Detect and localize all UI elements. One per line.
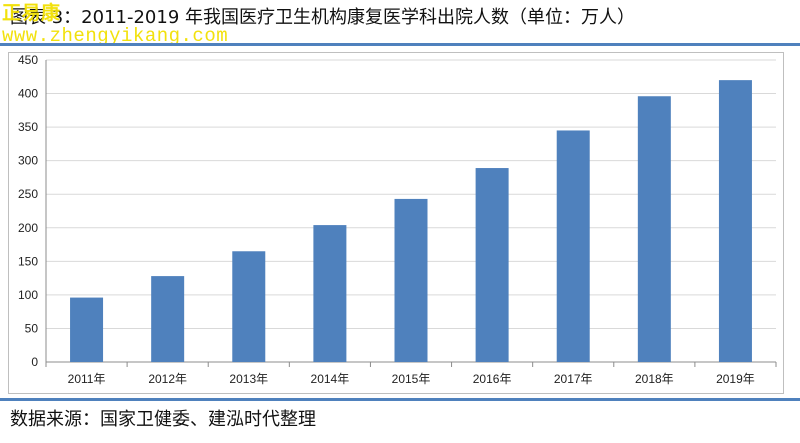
chart-frame [8,52,784,394]
bar-2014年 [313,225,347,362]
x-tick-label: 2019年 [716,372,755,386]
label-layer: 0 50 100 150 200 250 300 350 400 450 2011年 2012年 201… [18,53,755,386]
x-tick-label: 2017年 [554,372,593,386]
bar-layer [70,80,752,363]
y-tick-label: 350 [18,120,38,134]
x-tick-label: 2014年 [311,372,350,386]
bar-2015年 [394,198,428,362]
bar-2011年 [70,297,104,362]
bar-2017年 [556,130,590,362]
y-tick-label: 450 [18,53,38,67]
y-tick-label: 150 [18,254,38,268]
top-rule [0,43,800,46]
y-tick-label: 100 [18,288,38,302]
bar-2016年 [475,168,509,362]
watermark-brand: 正易康 [2,2,61,24]
bar-2013年 [232,251,266,362]
bottom-rule [0,398,800,401]
watermark-url: www.zhengyikang.com [2,25,229,47]
x-tick-label: 2015年 [392,372,431,386]
x-tick-label: 2013年 [229,372,268,386]
x-tick-label: 2011年 [68,372,106,386]
bar-2012年 [151,276,185,362]
y-tick-label: 250 [18,187,38,201]
chart-title: 图表 3：2011-2019 年我国医疗卫生机构康复医学科出院人数（单位：万人） [10,7,636,28]
x-tick-label: 2016年 [473,372,512,386]
bar-2018年 [637,96,671,363]
y-tick-label: 300 [18,154,38,168]
y-tick-label: 50 [25,321,39,335]
y-tick-label: 0 [31,355,38,369]
x-tick-label: 2012年 [148,372,187,386]
source-note: 数据来源：国家卫健委、建泓时代整理 [10,409,316,430]
watermark: 正易康 www.zhengyikang.com [2,2,228,47]
bar-2019年 [718,80,752,362]
y-tick-label: 200 [18,221,38,235]
axis-layer [45,60,777,367]
x-tick-label: 2018年 [635,372,674,386]
y-tick-label: 400 [18,87,38,101]
